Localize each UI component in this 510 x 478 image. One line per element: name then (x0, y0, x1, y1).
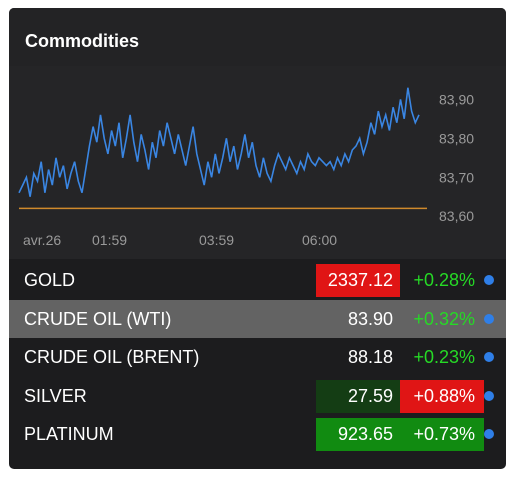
commodity-name: SILVER (24, 385, 87, 406)
x-tick-label: avr.26 (23, 232, 61, 248)
x-tick-label: 01:59 (92, 232, 127, 248)
commodity-row-silver[interactable]: SILVER 27.59 +0.88% (9, 377, 506, 416)
commodity-change: +0.32% (413, 308, 475, 329)
y-tick-label: 83,80 (439, 130, 474, 146)
widget-title: Commodities (25, 31, 140, 51)
price-chart-svg: 83,90 83,80 83,70 83,60 avr.26 01:59 03:59 06:… (18, 87, 474, 248)
series-line (18, 87, 420, 197)
commodity-name: GOLD (24, 270, 76, 290)
commodity-price: 83.90 (347, 308, 393, 329)
x-tick-label: 03:59 (199, 232, 234, 248)
commodity-price: 27.59 (316, 379, 400, 413)
commodity-row-crude-oil-brent[interactable]: CRUDE OIL (BRENT) 88.18 +0.23% (9, 338, 506, 377)
commodity-price: 2337.12 (316, 264, 400, 297)
commodity-price: 88.18 (347, 347, 393, 368)
x-tick-label: 06:00 (302, 232, 337, 248)
commodity-row-gold[interactable]: GOLD 2337.12 +0.28% (9, 261, 506, 300)
status-dot-icon (484, 313, 494, 324)
price-chart[interactable]: 83,90 83,80 83,70 83,60 avr.26 01:59 03:59 06:… (9, 66, 506, 259)
commodity-change: +0.23% (413, 347, 475, 368)
commodity-name: CRUDE OIL (BRENT) (24, 347, 200, 368)
commodity-change: +0.73% (400, 418, 484, 452)
commodity-name: PLATINUM (24, 424, 114, 445)
commodity-change: +0.88% (400, 379, 484, 413)
y-tick-label: 83,60 (439, 208, 474, 224)
y-tick-label: 83,90 (439, 91, 474, 107)
status-dot-icon (484, 429, 494, 440)
commodities-widget: Commodities 83,90 83,80 83,70 83,60 avr.26 0… (9, 8, 506, 469)
status-dot-icon (484, 352, 494, 363)
y-tick-label: 83,70 (439, 169, 474, 185)
commodity-row-platinum[interactable]: PLATINUM 923.65 +0.73% (9, 415, 506, 454)
status-dot-icon (484, 390, 494, 401)
commodity-row-crude-oil-wti[interactable]: CRUDE OIL (WTI) 83.90 +0.32% (9, 299, 506, 339)
commodity-name: CRUDE OIL (WTI) (24, 308, 172, 329)
commodity-change: +0.28% (413, 270, 475, 290)
commodity-price: 923.65 (316, 418, 400, 452)
widget-header: Commodities (9, 8, 506, 66)
commodity-list: GOLD 2337.12 +0.28% CRUDE OIL (WTI) 83.9… (9, 261, 506, 454)
status-dot-icon (484, 275, 494, 285)
